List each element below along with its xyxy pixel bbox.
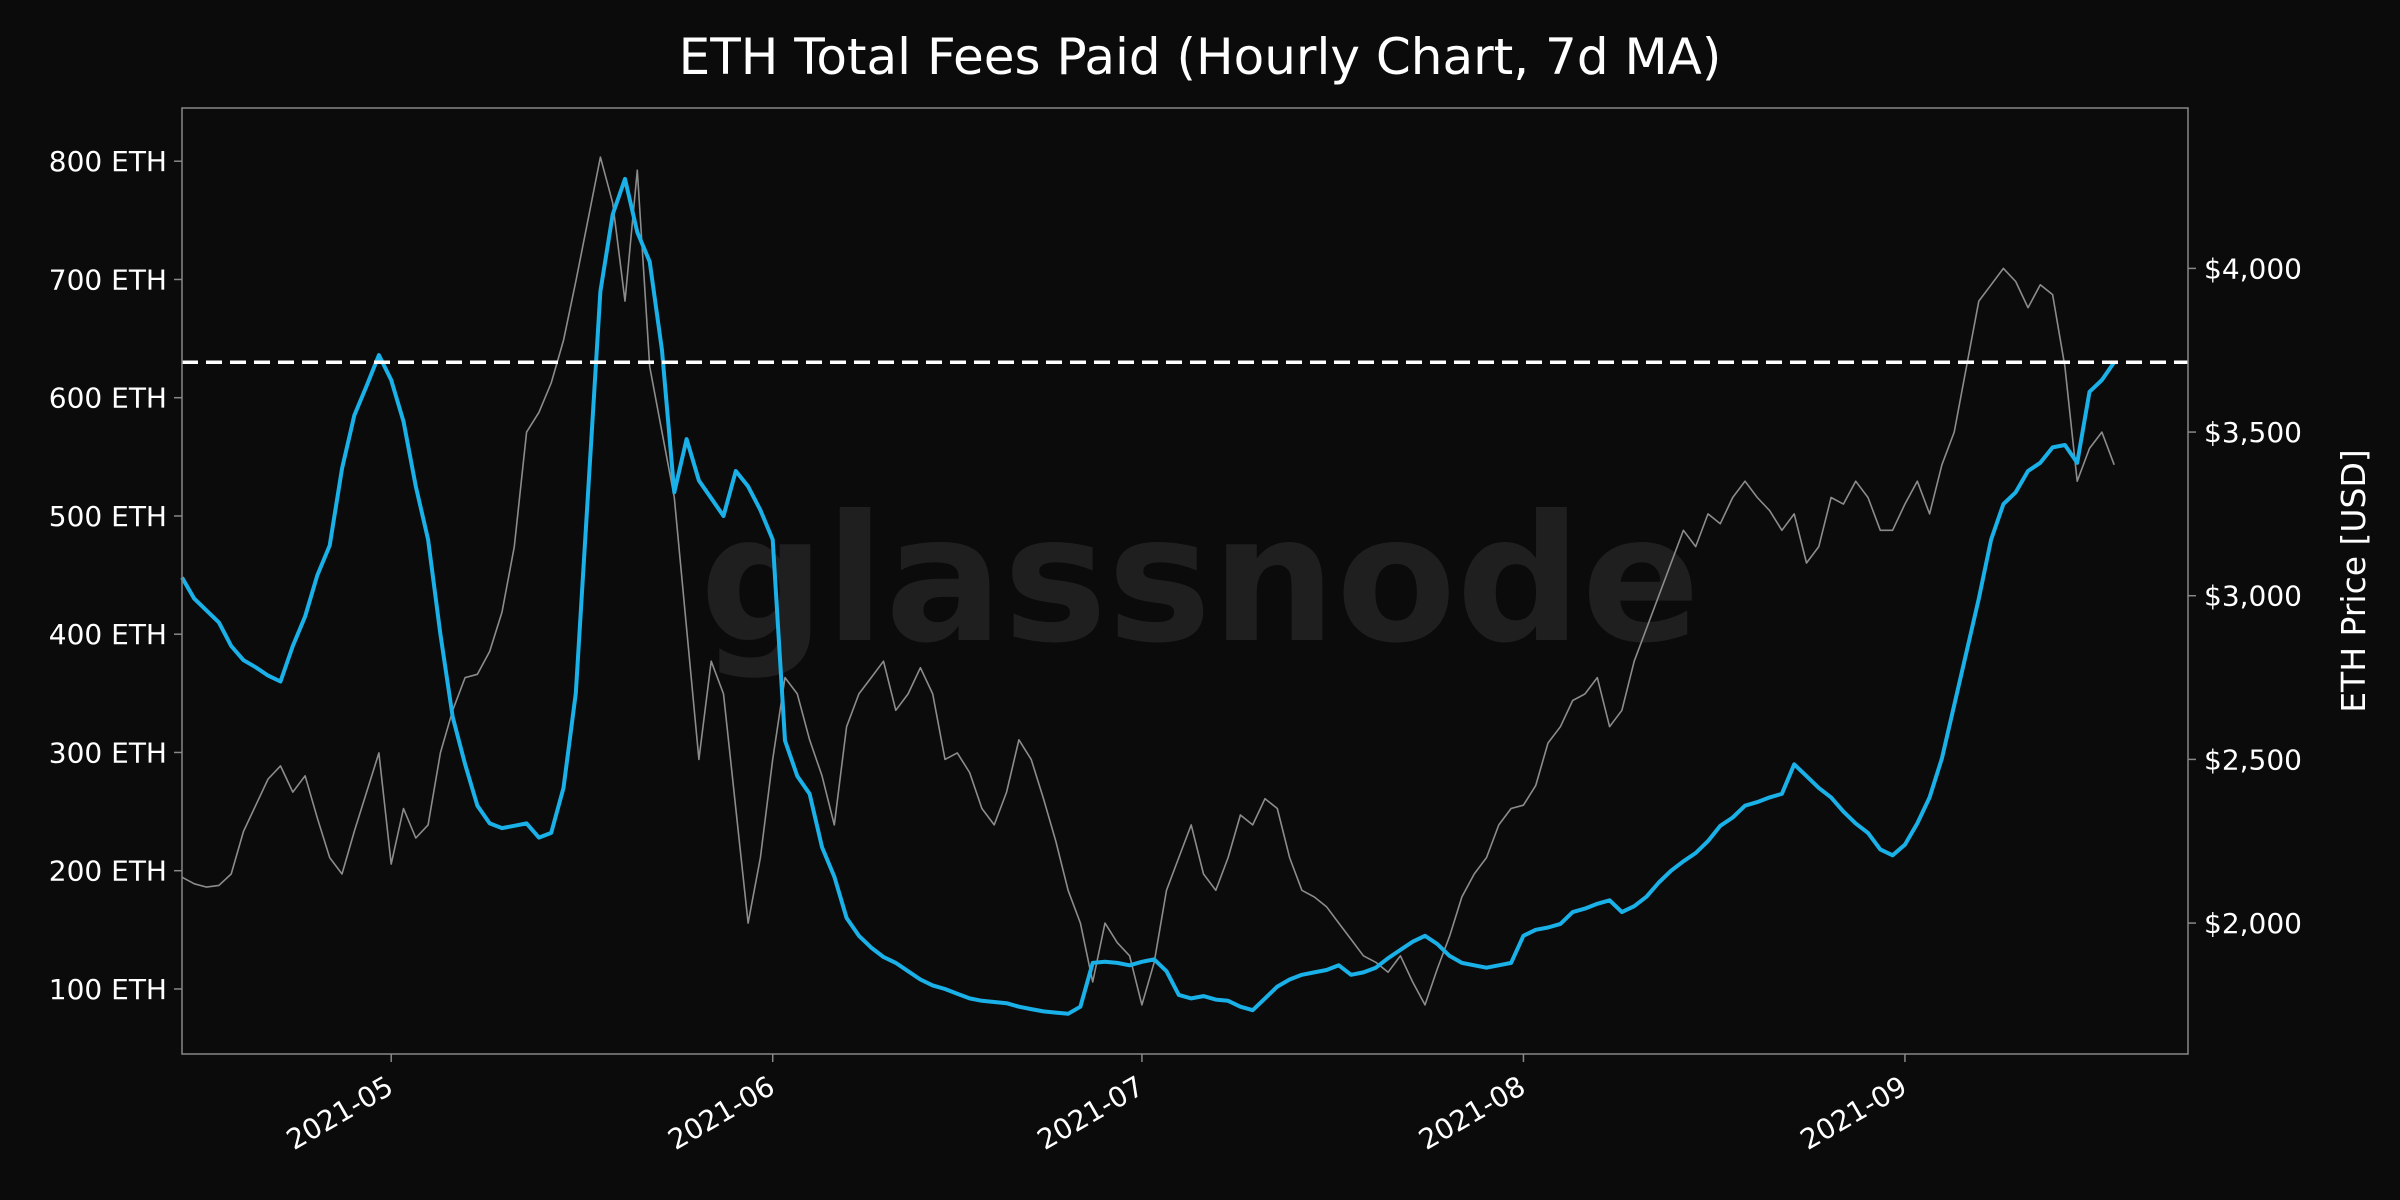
plot-frame: [181, 107, 2189, 1055]
chart-title: ETH Total Fees Paid (Hourly Chart, 7d MA…: [678, 28, 1722, 86]
watermark-text: glassnode: [700, 479, 1700, 682]
y-left-tick-label: 200 ETH: [49, 855, 167, 888]
y-right-tick-label: $2,000: [2204, 907, 2302, 940]
x-tick-label: 2021-09: [1795, 1069, 1913, 1156]
x-tick-label: 2021-06: [662, 1069, 780, 1156]
y-left-tick-label: 500 ETH: [49, 500, 167, 533]
y-left-tick-label: 400 ETH: [49, 618, 167, 651]
y-left-tick-label: 800 ETH: [49, 145, 167, 178]
y-left-tick-label: 700 ETH: [49, 263, 167, 296]
y-right-tick-label: $4,000: [2204, 252, 2302, 285]
y-right-tick-label: $3,500: [2204, 416, 2302, 449]
y-left-tick-label: 300 ETH: [49, 736, 167, 769]
y-right-tick-label: $2,500: [2204, 743, 2302, 776]
price-series-line: [181, 156, 2115, 1006]
x-tick-label: 2021-05: [281, 1069, 399, 1156]
x-tick-label: 2021-08: [1413, 1069, 1531, 1156]
y-left-tick-label: 100 ETH: [49, 973, 167, 1006]
y-left-tick-label: 600 ETH: [49, 382, 167, 415]
y-right-tick-label: $3,000: [2204, 580, 2302, 613]
fees-series-line: [180, 176, 2116, 1016]
x-tick-label: 2021-07: [1032, 1069, 1150, 1156]
y-right-axis-label: ETH Price [USD]: [2334, 449, 2373, 713]
